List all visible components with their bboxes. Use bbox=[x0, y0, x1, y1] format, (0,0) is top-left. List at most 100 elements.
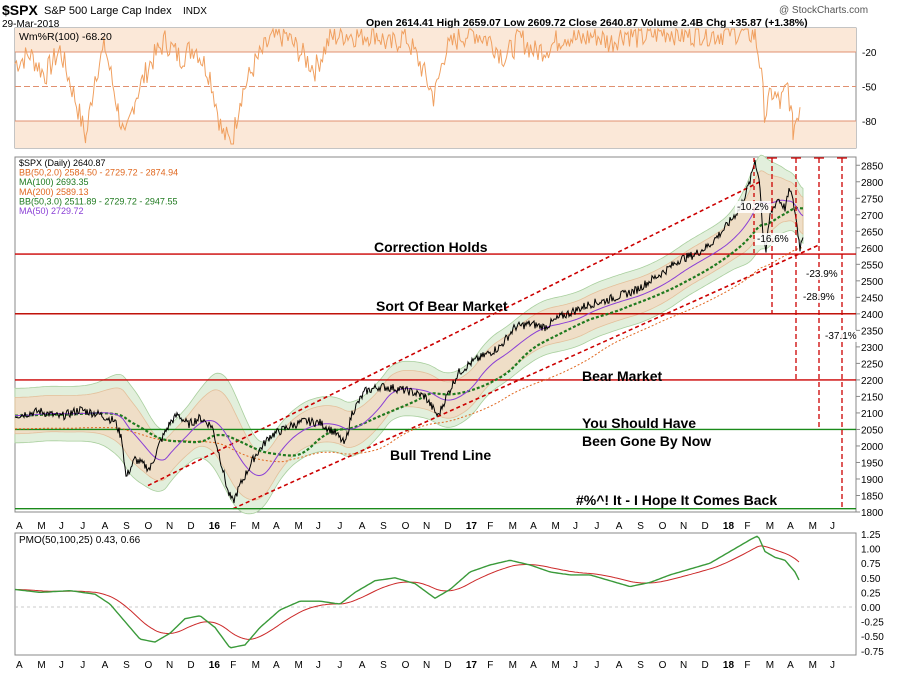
price-tick-label: 2100 bbox=[861, 409, 884, 420]
pmo-tick-label: -0.75 bbox=[861, 647, 884, 658]
drawdown-label: -10.2% bbox=[737, 202, 769, 213]
month-label-price: S bbox=[123, 521, 130, 532]
month-label-pmo: D bbox=[187, 660, 194, 671]
drawdown-label-bg bbox=[801, 291, 837, 303]
month-label-price: D bbox=[701, 521, 708, 532]
month-label-price: J bbox=[337, 521, 342, 532]
pmo-legend: PMO(50,100,25) 0.43, 0.66 bbox=[19, 535, 141, 546]
ma100-line bbox=[15, 206, 804, 457]
pmo-tick-label: 0.00 bbox=[861, 603, 881, 614]
month-label-price: M bbox=[252, 521, 260, 532]
pmo-signal-line bbox=[15, 545, 800, 640]
month-label-pmo: J bbox=[316, 660, 321, 671]
pmo-tick-label: 0.25 bbox=[861, 588, 881, 599]
month-label-price: A bbox=[102, 521, 109, 532]
month-label-price: M bbox=[766, 521, 774, 532]
security-name: S&P 500 Large Cap Index bbox=[44, 5, 172, 17]
month-label-price: J bbox=[594, 521, 599, 532]
month-label-pmo: A bbox=[16, 660, 23, 671]
month-label-price: A bbox=[530, 521, 537, 532]
month-label-pmo: S bbox=[123, 660, 130, 671]
williams-r-line bbox=[14, 27, 801, 145]
price-legend-entry: $SPX (Daily) 2640.87 bbox=[19, 158, 106, 168]
drawdown-label-bg bbox=[755, 233, 791, 245]
drawdown-label: -16.6% bbox=[757, 234, 789, 245]
annotation-bull-trend-line: Bull Trend Line bbox=[390, 447, 491, 463]
drawdown-label-bg bbox=[735, 201, 771, 213]
month-label-price: N bbox=[680, 521, 687, 532]
month-label-price: F bbox=[487, 521, 493, 532]
month-label-pmo: F bbox=[487, 660, 493, 671]
price-tick-label: 2700 bbox=[861, 211, 884, 222]
price-tick-label: 2150 bbox=[861, 392, 884, 403]
pmo-tick-label: -0.25 bbox=[861, 618, 884, 629]
williams-oversold-zone bbox=[15, 121, 856, 148]
price-tick-label: 2200 bbox=[861, 376, 884, 387]
williams-legend: Wm%R(100) -68.20 bbox=[19, 31, 112, 43]
month-label-pmo: N bbox=[423, 660, 430, 671]
symbol-title: $SPX bbox=[2, 2, 38, 18]
month-label-pmo: O bbox=[659, 660, 667, 671]
annotation-hope-it-comes-back: #%^! It - I Hope It Comes Back bbox=[576, 492, 777, 508]
month-label-pmo: O bbox=[402, 660, 410, 671]
pmo-tick-label: 1.25 bbox=[861, 530, 881, 541]
month-label-pmo: M bbox=[552, 660, 560, 671]
month-label-price: J bbox=[80, 521, 85, 532]
month-label-pmo: N bbox=[166, 660, 173, 671]
month-label-price: 18 bbox=[723, 521, 735, 532]
annotation-you-should-have: You Should Have bbox=[582, 415, 696, 431]
pmo-line bbox=[14, 535, 800, 649]
drawdown-label-bg bbox=[823, 330, 859, 342]
month-label-price: M bbox=[294, 521, 302, 532]
month-label-price: A bbox=[616, 521, 623, 532]
williams-tick-label: -20 bbox=[862, 48, 877, 59]
month-label-pmo: S bbox=[637, 660, 644, 671]
month-label-pmo: F bbox=[744, 660, 750, 671]
month-label-price: J bbox=[59, 521, 64, 532]
price-legend-entry: MA(100) 2693.35 bbox=[19, 177, 89, 187]
price-tick-label: 2750 bbox=[861, 194, 884, 205]
month-label-price: A bbox=[16, 521, 23, 532]
price-tick-label: 2600 bbox=[861, 244, 884, 255]
month-label-pmo: D bbox=[444, 660, 451, 671]
month-label-price: D bbox=[444, 521, 451, 532]
month-label-pmo: J bbox=[80, 660, 85, 671]
month-label-price: M bbox=[509, 521, 517, 532]
month-label-price: F bbox=[744, 521, 750, 532]
chart-date: 29-Mar-2018 bbox=[2, 19, 60, 30]
price-legend-entry: MA(200) 2589.13 bbox=[19, 187, 89, 197]
ma200-line bbox=[15, 246, 804, 463]
month-label-price: J bbox=[830, 521, 835, 532]
month-label-price: J bbox=[316, 521, 321, 532]
williams-tick-label: -80 bbox=[862, 117, 877, 128]
month-label-pmo: D bbox=[701, 660, 708, 671]
month-label-pmo: A bbox=[359, 660, 366, 671]
price-tick-label: 1850 bbox=[861, 491, 884, 502]
month-label-price: A bbox=[273, 521, 280, 532]
annotation-been-gone: Been Gone By Now bbox=[582, 433, 711, 449]
annotation-correction-holds: Correction Holds bbox=[374, 239, 488, 255]
annotation-bear-market: Bear Market bbox=[582, 368, 662, 384]
price-tick-label: 2000 bbox=[861, 442, 884, 453]
exchange-label: INDX bbox=[183, 6, 207, 17]
pmo-tick-label: 1.00 bbox=[861, 545, 881, 556]
month-label-pmo: M bbox=[294, 660, 302, 671]
price-tick-label: 2350 bbox=[861, 326, 884, 337]
price-tick-label: 2400 bbox=[861, 310, 884, 321]
pmo-tick-label: -0.50 bbox=[861, 632, 884, 643]
month-label-pmo: F bbox=[230, 660, 236, 671]
stockcharts-watermark: @ StockCharts.com bbox=[779, 5, 868, 16]
month-label-price: N bbox=[423, 521, 430, 532]
month-label-price: D bbox=[187, 521, 194, 532]
month-label-pmo: J bbox=[830, 660, 835, 671]
bb2-band bbox=[14, 170, 804, 501]
drawdown-label: -23.9% bbox=[806, 269, 838, 280]
quote-summary: Open 2614.41 High 2659.07 Low 2609.72 Cl… bbox=[366, 17, 808, 29]
price-legend-entry: BB(50,2.0) 2584.50 - 2729.72 - 2874.94 bbox=[19, 168, 178, 178]
drawdown-label: -37.1% bbox=[825, 331, 857, 342]
price-tick-label: 1950 bbox=[861, 458, 884, 469]
month-label-pmo: M bbox=[509, 660, 517, 671]
pmo-tick-label: 0.50 bbox=[861, 574, 881, 585]
month-label-price: M bbox=[37, 521, 45, 532]
month-label-pmo: N bbox=[680, 660, 687, 671]
